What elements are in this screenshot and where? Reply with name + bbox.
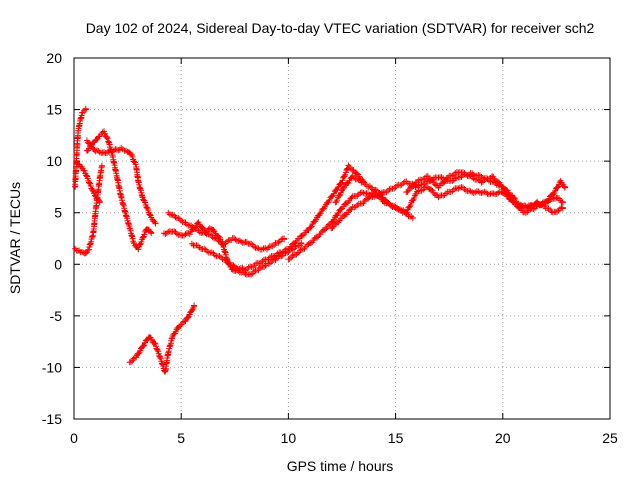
x-tick-label: 25: [602, 430, 618, 446]
series-markers: [403, 169, 568, 216]
series-markers: [161, 219, 288, 253]
series-markers: [332, 173, 416, 222]
chart-title: Day 102 of 2024, Sidereal Day-to-day VTE…: [86, 20, 595, 36]
y-tick-label: 20: [46, 50, 62, 66]
x-tick-label: 5: [177, 430, 185, 446]
y-tick-label: 15: [46, 102, 62, 118]
data-series: [72, 105, 568, 375]
axis-ticks: 0 5 10 15 20 25 -15 -10 -5 0 5 10 15 20: [42, 50, 618, 446]
series-markers: [126, 302, 198, 375]
y-tick-label: -10: [42, 359, 62, 375]
y-tick-label: 0: [54, 256, 62, 272]
y-axis-label: SDTVAR / TECUs: [7, 182, 23, 294]
series-track-e: [83, 137, 159, 227]
series-track-i: [188, 162, 367, 274]
series-track-n: [517, 198, 566, 216]
series-track-d: [83, 128, 155, 253]
x-tick-label: 0: [70, 430, 78, 446]
y-tick-label: 10: [46, 153, 62, 169]
series-markers: [83, 128, 155, 253]
y-tick-label: -15: [42, 411, 62, 427]
series-markers: [73, 158, 103, 206]
series-track-m: [403, 169, 568, 216]
series-track-l: [332, 173, 416, 222]
x-tick-label: 20: [495, 430, 511, 446]
plot-frame: [73, 57, 611, 420]
y-tick-label: -5: [50, 308, 63, 324]
series-markers: [83, 137, 159, 227]
x-tick-label: 10: [281, 430, 297, 446]
series-track-h: [161, 219, 288, 253]
series-track-f: [126, 302, 198, 375]
x-tick-label: 15: [388, 430, 404, 446]
grid: [74, 58, 610, 419]
x-axis-label: GPS time / hours: [287, 458, 394, 474]
series-track-c: [73, 158, 103, 206]
series-markers: [188, 162, 367, 274]
y-tick-label: 5: [54, 205, 62, 221]
series-markers: [517, 198, 566, 216]
